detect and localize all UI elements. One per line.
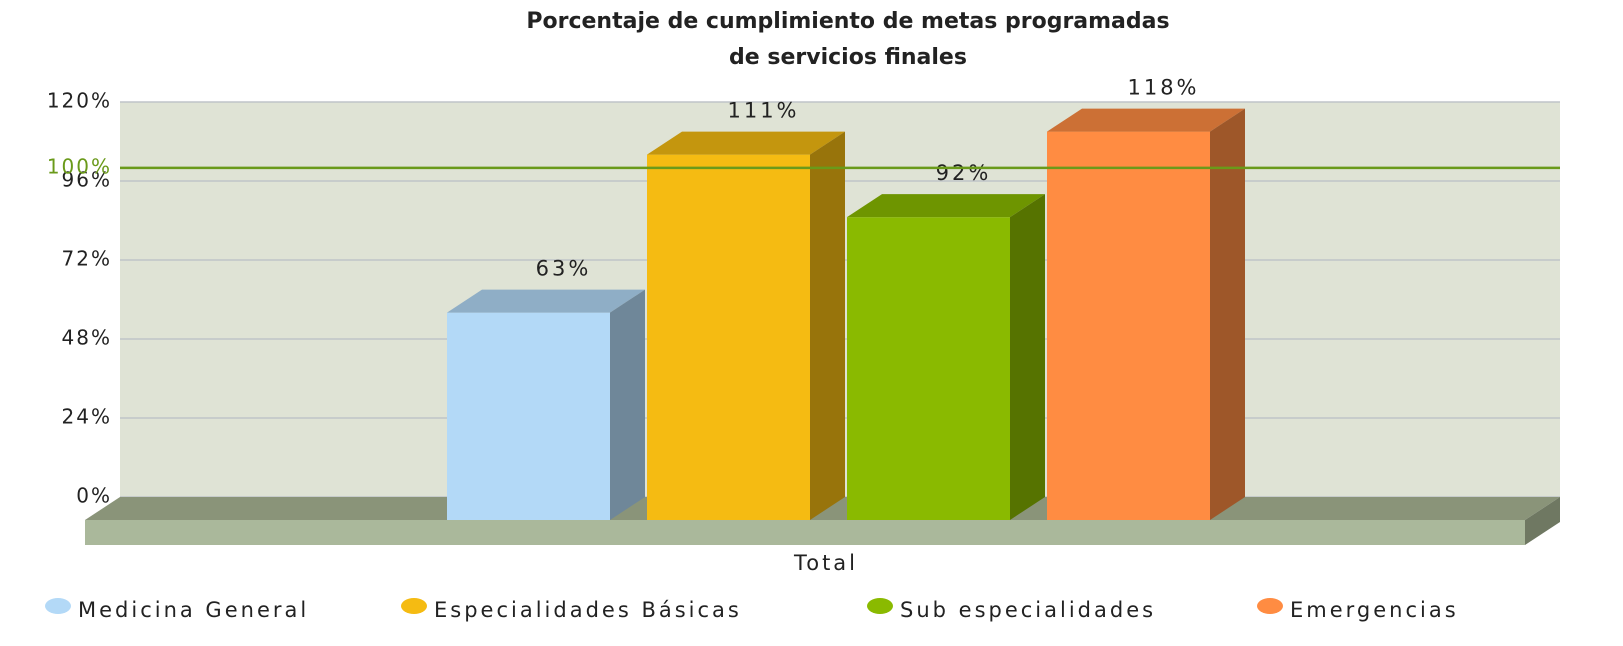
bar-side	[1210, 108, 1245, 520]
bar-side	[610, 289, 645, 520]
y-tick-label: 48%	[62, 326, 112, 350]
bar-top	[647, 131, 845, 155]
legend-label: Sub especialidades	[900, 598, 1156, 622]
y-tick-label: 0%	[76, 484, 112, 508]
data-label: 111%	[727, 99, 799, 123]
chart-title: de servicios finales	[729, 45, 967, 70]
bar	[647, 154, 810, 520]
legend-swatch	[1257, 598, 1283, 614]
y-tick-label: 24%	[62, 405, 112, 429]
legend-swatch	[45, 598, 71, 614]
data-label: 63%	[536, 257, 592, 281]
floor-side	[1525, 497, 1560, 545]
bar-side	[1010, 194, 1045, 520]
floor-front	[85, 520, 1525, 545]
data-label: 118%	[1127, 76, 1199, 100]
legend-label: Especialidades Básicas	[434, 598, 742, 622]
x-tick-label: Total	[793, 551, 858, 575]
bar	[847, 217, 1010, 520]
legend-label: Emergencias	[1290, 598, 1459, 622]
y-tick-label: 120%	[47, 89, 112, 113]
bar-side	[810, 131, 845, 520]
y-tick-label: 72%	[62, 247, 112, 271]
y-tick-label: 96%	[62, 168, 112, 192]
bar-top	[1047, 108, 1245, 132]
bar	[447, 312, 610, 520]
legend-swatch	[867, 598, 893, 614]
data-label: 92%	[936, 161, 992, 185]
chart-title: Porcentaje de cumplimiento de metas prog…	[526, 9, 1169, 34]
bar	[1047, 131, 1210, 521]
target-label: 100%	[47, 154, 112, 178]
bar-top	[447, 289, 645, 313]
bar-top	[847, 194, 1045, 218]
legend-label: Medicina General	[78, 598, 309, 622]
legend-swatch	[401, 598, 427, 614]
